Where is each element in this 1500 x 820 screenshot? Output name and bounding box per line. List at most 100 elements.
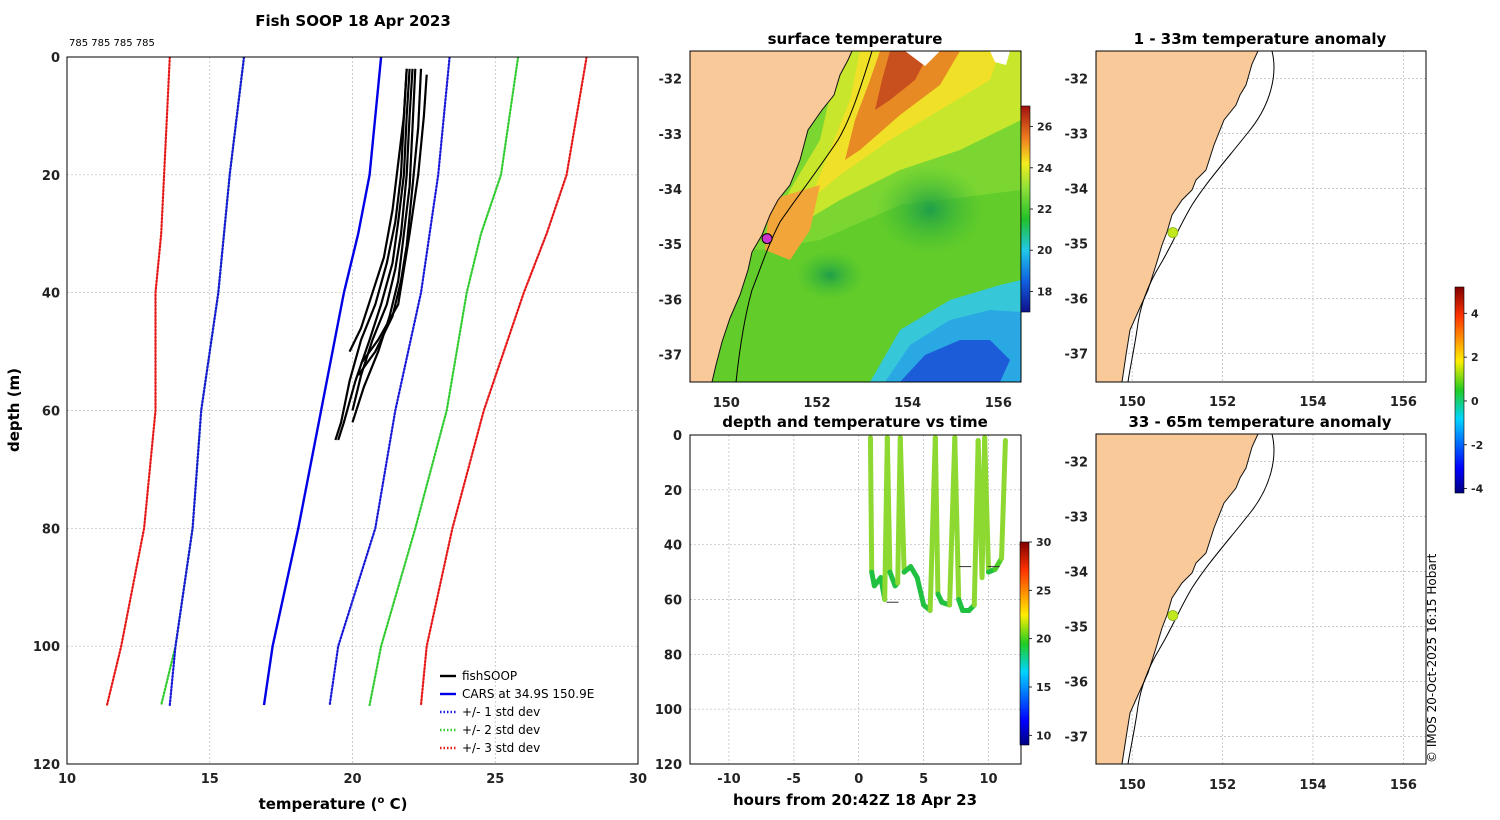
anomaly-1-33-land <box>1096 51 1259 382</box>
profile-fishsoop-line <box>360 74 428 365</box>
depth-time-track <box>867 435 1008 613</box>
sst-map-title: surface temperature <box>768 30 943 48</box>
profile-fishsoop-line <box>348 68 408 353</box>
map-x-tick-label: 152 <box>803 396 830 411</box>
anomaly-33-65-panel: 33 - 65m temperature anomaly 150 152 154 15… <box>1065 413 1427 793</box>
profile-std-4-line-plus <box>419 57 588 707</box>
depth-time-y-tick-label: 20 <box>664 484 682 499</box>
anomaly-1-33-title: 1 - 33m temperature anomaly <box>1134 30 1387 48</box>
depth-time-track-segment <box>932 435 941 597</box>
sst-y-ticks: -32 -33 -34 -35 -36 -37 <box>659 73 683 364</box>
anomaly-1-33-y-ticks: -32 -33 -34 -35 -36 -37 <box>1065 73 1089 363</box>
map-x-tick-label: 150 <box>713 396 740 411</box>
profile-x-label: temperature (o C) <box>259 795 408 813</box>
map-x-tick-label: 156 <box>1390 395 1417 410</box>
map-y-tick-label: -33 <box>1065 128 1089 143</box>
depth-time-track-segment <box>897 435 907 575</box>
depth-time-x-tick-label: 10 <box>980 772 998 787</box>
map-x-tick-label: 156 <box>1390 778 1417 793</box>
sst-colorbar-ticks: 18 20 22 24 26 <box>1030 121 1053 298</box>
depth-time-colorbar <box>1019 541 1030 746</box>
map-y-tick-label: -35 <box>659 238 683 253</box>
profile-fishsoop-line <box>334 68 408 441</box>
depth-time-track-segment <box>952 435 962 602</box>
sst-land <box>690 51 853 382</box>
profile-fishsoop-line <box>337 68 411 441</box>
profile-x-tick-label: 15 <box>201 772 219 787</box>
anomaly-colorbar-ticks: -4 -2 0 2 4 <box>1464 307 1484 496</box>
anomaly-1-33-panel: 1 - 33m temperature anomaly 150 152 154 156… <box>1065 30 1427 410</box>
profile-y-tick-label: 80 <box>42 522 60 537</box>
profile-std-2-line-plus <box>328 57 451 707</box>
sst-colorbar-label: 24 <box>1037 162 1053 175</box>
sst-eac-core <box>875 51 930 110</box>
anomaly-33-65-frame <box>1095 433 1427 765</box>
anomaly-33-65-station-marker <box>1167 610 1179 621</box>
sst-eac-orange <box>845 51 960 160</box>
sst-colorbar-label: 18 <box>1037 285 1052 298</box>
profile-y-tick-label: 100 <box>33 640 60 655</box>
map-y-tick-label: -34 <box>1065 183 1089 198</box>
sst-isobath <box>735 51 873 382</box>
depth-time-track-segment <box>884 435 893 575</box>
profile-std-4-line-minus <box>105 57 171 707</box>
map-y-tick-label: -36 <box>1065 676 1089 691</box>
depth-time-x-tick-label: -10 <box>717 772 741 787</box>
map-y-tick-label: -36 <box>659 293 683 308</box>
depth-time-colorbar-label: 20 <box>1036 633 1052 646</box>
map-y-tick-label: -37 <box>1065 348 1089 363</box>
depth-time-x-tick-label: 5 <box>919 772 928 787</box>
depth-time-y-tick-label: 100 <box>655 703 682 718</box>
anomaly-colorbar-label: 0 <box>1471 395 1479 408</box>
depth-time-colorbar-label: 15 <box>1036 681 1051 694</box>
depth-time-track-segment <box>867 435 875 575</box>
legend-label: +/- 3 std dev <box>462 741 540 755</box>
sst-colorbar-label: 20 <box>1037 244 1053 257</box>
credit-text: © IMOS 20-Oct-2025 16:15 Hobart <box>1425 553 1439 763</box>
profile-y-tick-label: 40 <box>42 287 60 302</box>
anomaly-33-65-land <box>1096 434 1259 764</box>
profile-legend: fishSOOP CARS at 34.9S 150.9E +/- 1 std de… <box>440 669 594 755</box>
map-x-tick-label: 156 <box>985 396 1012 411</box>
anomaly-33-65-title: 33 - 65m temperature anomaly <box>1128 413 1391 431</box>
sst-cloud-mask-2 <box>990 51 1010 65</box>
depth-time-panel: depth and temperature vs time -10 -5 0 5 10 … <box>655 413 1052 809</box>
sst-colorbar <box>1020 105 1031 313</box>
sst-colorbar-label: 22 <box>1037 203 1052 216</box>
sst-map-panel: surface temperature 150 152 154 156 -32-33-… <box>659 30 1053 411</box>
depth-time-colorbar-label: 10 <box>1036 729 1052 742</box>
map-y-tick-label: -32 <box>659 73 683 88</box>
depth-time-grid <box>690 435 1021 764</box>
anomaly-1-33-map <box>1096 51 1275 382</box>
depth-time-x-tick-label: -5 <box>787 772 801 787</box>
depth-time-y-tick-label: 120 <box>655 758 682 773</box>
map-y-tick-label: -37 <box>659 348 683 363</box>
depth-time-colorbar-label: 25 <box>1036 584 1051 597</box>
legend-label: +/- 2 std dev <box>462 723 540 737</box>
map-x-tick-label: 150 <box>1119 778 1146 793</box>
anomaly-33-65-x-ticks: 150 152 154 156 <box>1119 778 1417 793</box>
depth-time-title: depth and temperature vs time <box>722 413 988 431</box>
profile-y-ticks: 0 20 40 60 80 100 120 <box>33 51 60 773</box>
map-y-tick-label: -36 <box>1065 293 1089 308</box>
profile-y-label: depth (m) <box>5 368 23 452</box>
profile-panel: Fish SOOP 18 Apr 2023 785 785 785 785 10… <box>5 12 647 813</box>
profile-y-tick-label: 20 <box>42 169 60 184</box>
depth-time-colorbar-ticks: 10 15 20 25 30 <box>1029 536 1052 742</box>
profile-series <box>105 57 588 707</box>
map-x-tick-label: 154 <box>1299 778 1326 793</box>
sst-coldest-water <box>900 340 1010 382</box>
map-x-tick-label: 152 <box>1209 395 1236 410</box>
anomaly-colorbar-label: 4 <box>1471 307 1479 320</box>
profile-annotation: 785 785 785 785 <box>69 38 155 49</box>
anomaly-1-33-frame <box>1095 50 1427 383</box>
anomaly-colorbar-label: -2 <box>1471 439 1483 452</box>
profile-std-2-line-minus <box>168 57 246 707</box>
map-y-tick-label: -35 <box>1065 238 1089 253</box>
anomaly-colorbar-label: 2 <box>1471 351 1479 364</box>
sst-eddy <box>875 165 985 255</box>
sst-eac-yellow <box>810 51 1000 200</box>
profile-x-ticks: 10 15 20 25 30 <box>58 772 647 787</box>
map-y-tick-label: -37 <box>1065 731 1089 746</box>
